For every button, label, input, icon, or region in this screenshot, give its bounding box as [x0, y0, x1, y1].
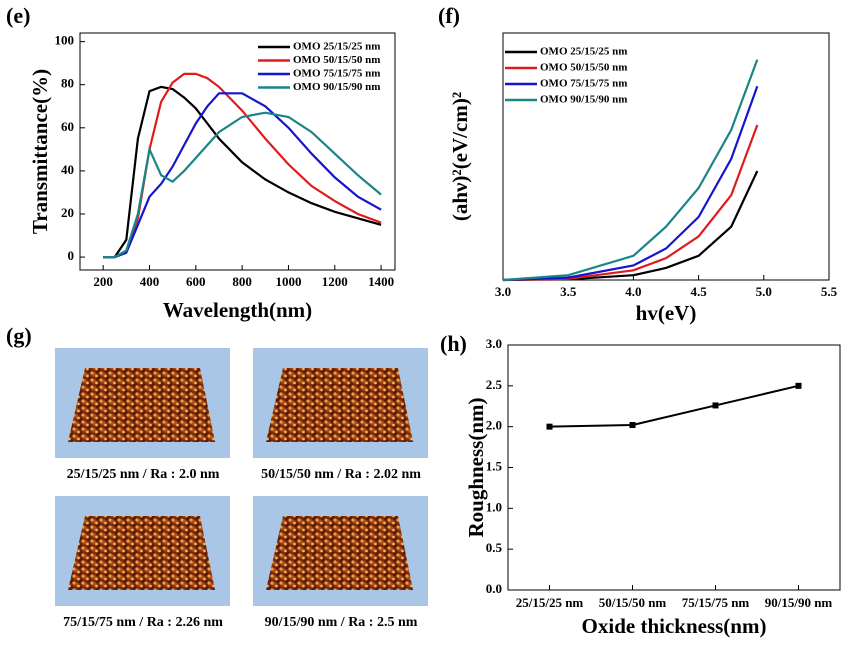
series-line: [103, 92, 382, 259]
y-tick-label: 3.0: [486, 336, 502, 351]
x-axis-title: Wavelength(nm): [163, 298, 312, 322]
marker: [712, 402, 719, 409]
caption: 50/15/50 nm / Ra : 2.02 nm: [261, 467, 421, 482]
y-axis-title: Transmittance(%): [28, 69, 52, 234]
plot-frame: [502, 32, 830, 281]
y-tick-label: 2.5: [486, 377, 503, 392]
y-tick-label: 60: [61, 119, 74, 134]
y-tick-label: 1.0: [486, 499, 502, 514]
y-tick-label: 0.5: [486, 540, 503, 555]
plot-frame: [79, 32, 396, 271]
caption: 90/15/90 nm / Ra : 2.5 nm: [265, 615, 418, 630]
y-tick-label: 20: [61, 205, 74, 220]
y-axis-title: Roughness(nm): [464, 397, 488, 537]
panel-label: (f): [438, 3, 460, 28]
x-tick-label: 4.5: [690, 284, 707, 299]
series-line: [502, 124, 759, 282]
legend-label: OMO 90/15/90 nm: [540, 94, 627, 106]
legend-label: OMO 25/15/25 nm: [540, 46, 627, 58]
x-tick-label: 90/15/90 nm: [765, 595, 833, 610]
afm-surface: [68, 368, 215, 442]
x-tick-label: 5.5: [821, 284, 838, 299]
marker: [795, 382, 802, 389]
x-tick-label: 1200: [322, 274, 348, 289]
x-tick-label: 3.5: [560, 284, 577, 299]
x-tick-label: 600: [186, 274, 206, 289]
legend-label: OMO 50/15/50 nm: [293, 54, 380, 66]
x-tick-label: 75/15/75 nm: [682, 595, 750, 610]
y-tick-label: 80: [61, 76, 74, 91]
legend-label: OMO 75/15/75 nm: [540, 78, 627, 90]
series-line: [502, 59, 759, 282]
afm-surface: [266, 516, 413, 590]
afm-surface: [68, 516, 215, 590]
series-line: [502, 170, 759, 282]
x-tick-label: 1400: [368, 274, 394, 289]
x-axis-title: Oxide thickness(nm): [582, 614, 767, 638]
x-axis-title: hv(eV): [636, 301, 697, 325]
x-tick-label: 50/15/50 nm: [599, 595, 667, 610]
y-tick-label: 100: [55, 33, 75, 48]
x-tick-label: 400: [140, 274, 160, 289]
legend-label: OMO 75/15/75 nm: [293, 68, 380, 80]
y-tick-label: 0: [68, 248, 75, 263]
series-line: [549, 384, 799, 428]
x-tick-label: 800: [232, 274, 252, 289]
marker: [546, 423, 553, 430]
caption: 25/15/25 nm / Ra : 2.0 nm: [67, 467, 220, 482]
x-tick-label: 5.0: [756, 284, 772, 299]
series-line: [502, 85, 759, 282]
afm-images: [55, 348, 428, 606]
series-line: [103, 111, 382, 259]
legend-label: OMO 25/15/25 nm: [293, 41, 380, 53]
x-tick-label: 3.0: [495, 284, 511, 299]
x-tick-label: 4.0: [625, 284, 641, 299]
series-line: [103, 72, 382, 259]
marker: [629, 422, 636, 429]
panel-label: (g): [6, 323, 32, 348]
legend-label: OMO 50/15/50 nm: [540, 62, 627, 74]
x-tick-label: 200: [93, 274, 113, 289]
panel-label: (e): [6, 3, 30, 28]
y-tick-label: 1.5: [486, 458, 503, 473]
panel-label: (h): [440, 331, 467, 356]
afm-surface: [266, 368, 413, 442]
plot-frame: [507, 344, 841, 591]
x-tick-label: 25/15/25 nm: [516, 595, 584, 610]
legend-label: OMO 90/15/90 nm: [293, 81, 380, 93]
y-tick-label: 0.0: [486, 581, 502, 596]
caption: 75/15/75 nm / Ra : 2.26 nm: [63, 615, 223, 630]
x-tick-label: 1000: [275, 274, 301, 289]
y-axis-title: (ahν)²(eV/cm)²: [448, 92, 472, 221]
y-tick-label: 2.0: [486, 418, 502, 433]
y-tick-label: 40: [61, 162, 74, 177]
